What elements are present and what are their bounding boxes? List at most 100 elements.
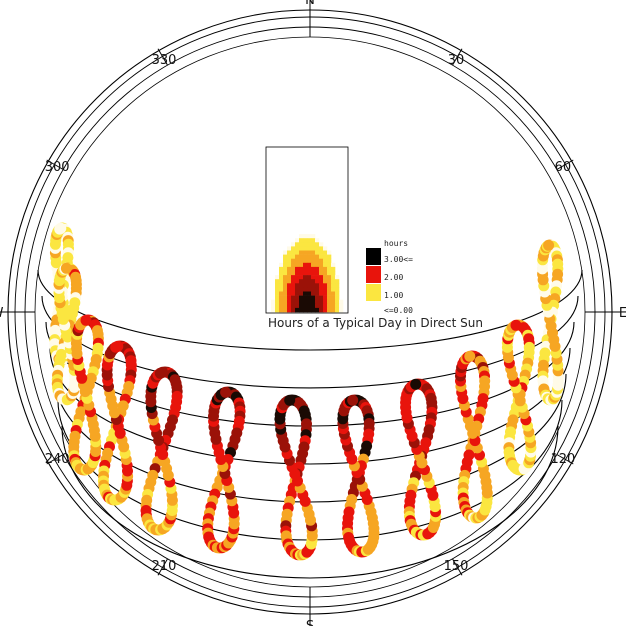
inset-cell: [287, 275, 292, 280]
inset-cell: [307, 242, 312, 247]
inset-cell: [315, 291, 320, 296]
inset-cell: [303, 299, 308, 305]
inset-cell: [287, 271, 292, 276]
inset-cell: [299, 275, 304, 280]
inset-cell: [323, 258, 328, 264]
inset-cell: [327, 271, 332, 276]
inset-cell: [335, 279, 340, 284]
inset-cell: [299, 307, 304, 313]
inset-cell: [311, 307, 316, 313]
inset-cell: [319, 246, 324, 251]
inset-cell: [291, 291, 296, 296]
inset-cell: [339, 299, 344, 305]
inset-cell: [327, 303, 332, 309]
inset-cell: [291, 250, 296, 255]
inset-cell: [315, 246, 320, 251]
inset-cell: [323, 287, 328, 292]
inset-cell: [319, 291, 324, 296]
inset-cell: [299, 287, 304, 292]
inset-cell: [311, 279, 316, 284]
inset-cell: [299, 283, 304, 288]
inset-cell: [303, 275, 308, 280]
inset-cell: [303, 254, 308, 259]
inset-cell: [339, 307, 344, 313]
inset-cell: [307, 266, 312, 272]
inset-cell: [315, 303, 320, 309]
compass-label-150: 150: [444, 559, 469, 574]
inset-cell: [331, 291, 336, 296]
inset-cell: [319, 275, 324, 280]
analemma-9: [97, 340, 137, 506]
inset-cell: [315, 262, 320, 268]
compass-label-210: 210: [152, 559, 177, 574]
inset-cell: [323, 246, 328, 251]
inset-cell: [299, 250, 304, 255]
legend-swatch-0: [366, 248, 381, 265]
hours-inset: [265, 146, 349, 314]
analemma-16: [501, 319, 537, 476]
inset-cell: [311, 303, 316, 309]
inset-cell: [287, 258, 292, 264]
inset-cell: [323, 299, 328, 305]
analemma-dot: [80, 314, 92, 326]
legend-swatch-2: [366, 284, 381, 301]
analemma-dot: [157, 366, 169, 378]
analemma-dot: [112, 340, 124, 352]
inset-cell: [295, 250, 300, 255]
inset-cell: [283, 262, 288, 268]
inset-cell: [279, 275, 284, 280]
legend-entry-1: 2.00: [384, 273, 403, 282]
inset-cell: [315, 307, 320, 313]
inset-cell: [295, 303, 300, 309]
inset-cell: [275, 287, 280, 292]
inset-cell: [271, 303, 276, 309]
inset-cell: [287, 279, 292, 284]
inset-cell: [303, 234, 308, 239]
inset-cell: [295, 258, 300, 264]
compass-label-90: E: [619, 306, 626, 321]
inset-cell: [335, 283, 340, 288]
analemma-12: [274, 394, 318, 561]
inset-cell: [327, 283, 332, 288]
inset-cell: [307, 291, 312, 296]
tick-150: [452, 558, 463, 576]
inset-cell: [311, 271, 316, 276]
inset-cell: [331, 279, 336, 284]
inset-cell: [319, 250, 324, 255]
inset-cell: [295, 283, 300, 288]
inset-cell: [311, 287, 316, 292]
inset-cell: [307, 287, 312, 292]
inset-cell: [327, 299, 332, 305]
inset-cell: [283, 250, 288, 255]
inset-cell: [323, 283, 328, 288]
inset-cell: [311, 254, 316, 259]
inset-cell: [319, 299, 324, 305]
analemma-dot: [284, 394, 296, 406]
inset-cell: [275, 283, 280, 288]
inset-cell: [307, 279, 312, 284]
inset-cell: [283, 303, 288, 309]
inset-cell: [311, 262, 316, 268]
compass-label-30: 30: [448, 53, 465, 68]
legend-unit: hours: [384, 239, 408, 248]
inset-cell: [323, 303, 328, 309]
inset-cell: [295, 242, 300, 247]
inset-cell: [323, 307, 328, 313]
inset-cell: [331, 283, 336, 288]
inset-cell: [327, 279, 332, 284]
inset-cell: [331, 275, 336, 280]
inset-cell: [311, 238, 316, 243]
inset-cell: [315, 295, 320, 300]
inset-cell: [327, 275, 332, 280]
inset-cell: [275, 275, 280, 280]
tick-30: [452, 48, 463, 66]
inset-cell: [315, 283, 320, 288]
inset-cell: [311, 299, 316, 305]
inset-cell: [291, 242, 296, 247]
inset-cell: [291, 275, 296, 280]
inset-cell: [331, 307, 336, 313]
inset-cell: [299, 258, 304, 264]
inset-cell: [279, 295, 284, 300]
inset-cell: [271, 299, 276, 305]
inset-cell: [291, 279, 296, 284]
